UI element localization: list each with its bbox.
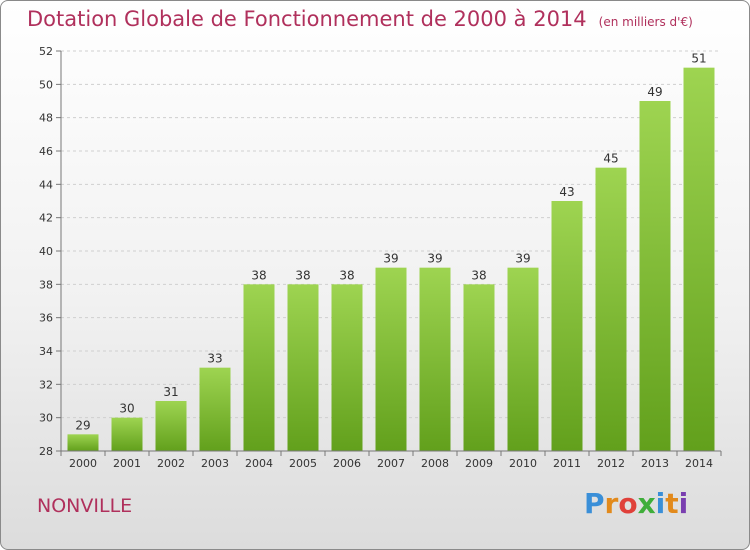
bar-2004 (243, 284, 275, 451)
x-tick-label-2010: 2010 (509, 457, 537, 470)
bar-2006 (331, 284, 363, 451)
proxiti-logo[interactable]: Proxiti (584, 487, 688, 520)
y-tick-label: 38 (39, 278, 53, 291)
data-label-2003: 33 (207, 352, 222, 366)
x-tick-label-2004: 2004 (245, 457, 273, 470)
x-tick-label-2007: 2007 (377, 457, 405, 470)
bar-2014 (683, 67, 715, 452)
y-tick-label: 28 (39, 445, 53, 458)
data-label-2005: 38 (295, 268, 310, 282)
chart-title: Dotation Globale de Fonctionnement de 20… (27, 7, 693, 31)
chart-title-text: Dotation Globale de Fonctionnement de 20… (27, 7, 587, 31)
x-tick-label-2003: 2003 (201, 457, 229, 470)
bar-2007 (375, 267, 407, 451)
x-tick-label-2002: 2002 (157, 457, 185, 470)
x-tick-label-2001: 2001 (113, 457, 141, 470)
bar-2009 (463, 284, 495, 451)
y-tick-label: 48 (39, 112, 53, 125)
logo-letter: x (637, 487, 656, 520)
logo-letter: r (604, 487, 619, 520)
data-label-2012: 45 (603, 152, 618, 166)
data-label-2010: 39 (515, 252, 530, 266)
bars (67, 67, 715, 452)
data-label-2001: 30 (119, 402, 134, 416)
data-label-2002: 31 (163, 385, 178, 399)
y-tick-label: 52 (39, 45, 53, 58)
y-tick-label: 36 (39, 312, 53, 325)
x-tick-label-2008: 2008 (421, 457, 449, 470)
bar-2003 (199, 367, 231, 451)
bar-2001 (111, 417, 143, 451)
data-label-2014: 51 (691, 52, 706, 66)
x-tick-label-2013: 2013 (641, 457, 669, 470)
bar-2013 (639, 101, 671, 451)
x-tick-label-2000: 2000 (69, 457, 97, 470)
y-tick-label: 30 (39, 412, 53, 425)
y-tick-label: 46 (39, 145, 53, 158)
x-tick-label-2012: 2012 (597, 457, 625, 470)
y-tick-label: 32 (39, 378, 53, 391)
data-label-2011: 43 (559, 185, 574, 199)
bar-2005 (287, 284, 319, 451)
data-label-2013: 49 (647, 85, 662, 99)
logo-letter: P (584, 487, 605, 520)
x-tick-label-2009: 2009 (465, 457, 493, 470)
x-tick-label-2006: 2006 (333, 457, 361, 470)
y-tick-label: 42 (39, 212, 53, 225)
x-tick-label-2014: 2014 (685, 457, 713, 470)
bar-2011 (551, 201, 583, 451)
y-tick-label: 34 (39, 345, 53, 358)
x-tick-label-2005: 2005 (289, 457, 317, 470)
data-label-2009: 38 (471, 268, 486, 282)
data-label-2004: 38 (251, 268, 266, 282)
data-label-2007: 39 (383, 252, 398, 266)
town-name: NONVILLE (37, 495, 133, 517)
logo-letter: t (665, 487, 679, 520)
bar-2010 (507, 267, 539, 451)
bar-2008 (419, 267, 451, 451)
x-tick-label-2011: 2011 (553, 457, 581, 470)
data-label-2008: 39 (427, 252, 442, 266)
logo-letter: i (655, 487, 666, 520)
bar-2012 (595, 167, 627, 451)
y-tick-label: 44 (39, 178, 53, 191)
logo-letter: i (678, 487, 689, 520)
data-labels: 29 30 31 33 38 38 38 39 39 38 39 43 45 49 51 (75, 52, 706, 433)
logo-letter: o (618, 487, 638, 520)
y-tick-label: 40 (39, 245, 53, 258)
chart-subtitle: (en milliers d'€) (598, 15, 693, 29)
bar-2000 (67, 434, 99, 451)
data-label-2006: 38 (339, 268, 354, 282)
y-tick-label: 50 (39, 78, 53, 91)
bar-2002 (155, 401, 187, 451)
axes: 28 30 32 34 36 38 40 42 44 46 48 50 52 2000 2001 2002 20… (39, 45, 722, 470)
data-label-2000: 29 (75, 418, 90, 432)
